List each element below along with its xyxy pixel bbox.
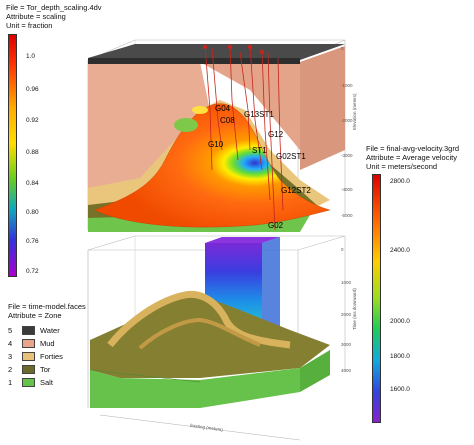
- top-tick-1: 1.0: [26, 53, 36, 60]
- water-layer-top: [88, 44, 345, 60]
- top-axis-tick: -2000: [341, 118, 353, 123]
- bottom-axis-tick: 0: [341, 247, 344, 252]
- bottom-axis-tick: 1000: [341, 280, 352, 285]
- tor-swatch: [22, 365, 35, 374]
- top-colorbar-unit: Unit = fraction: [6, 21, 53, 30]
- right-tick-3: 2000.0: [390, 318, 410, 325]
- forties-ridge-inner: [138, 317, 261, 350]
- zone-num-5: 5: [8, 326, 13, 335]
- salt-time-side: [300, 350, 330, 392]
- water-swatch: [22, 326, 35, 335]
- bottom-axis-label: Time (ms downward): [352, 288, 357, 330]
- zone-legend-attribute: Attribute = Zone: [8, 311, 62, 320]
- right-colorbar-attribute: Attribute = Average velocity: [366, 153, 457, 162]
- top-colorbar-attribute: Attribute = scaling: [6, 12, 66, 21]
- top-tick-7: 0.76: [26, 238, 39, 245]
- well-trajectories: [202, 44, 284, 231]
- top-axis-label: Elevation (meters): [352, 93, 357, 130]
- top-axis-tick: -3000: [341, 153, 353, 158]
- top-tick-4: 0.88: [26, 149, 39, 156]
- top-tick-5: 0.84: [26, 180, 39, 187]
- right-tick-1: 2800.0: [390, 178, 410, 185]
- zone-label-mud: Mud: [40, 339, 55, 348]
- top-colorbar: [8, 34, 17, 277]
- zone-label-salt: Salt: [40, 378, 53, 387]
- well-label-st1: ST1: [252, 146, 267, 155]
- salt-time-layer: [90, 368, 300, 408]
- zone-legend-file: File = time-model.faces: [8, 302, 86, 311]
- zone-label-forties: Forties: [40, 352, 63, 361]
- zone-num-2: 2: [8, 365, 13, 374]
- well-label-g10: G10: [208, 140, 224, 149]
- zone-num-1: 1: [8, 378, 13, 387]
- easting-axis: [99, 414, 301, 441]
- water-layer-front: [88, 58, 300, 64]
- well-label-g02: G02: [268, 221, 284, 230]
- well-label-g12st2: G12ST2: [281, 186, 311, 195]
- top-tick-8: 0.72: [26, 268, 39, 275]
- right-tick-2: 2400.0: [390, 247, 410, 254]
- right-colorbar: [372, 174, 381, 423]
- top-axis-tick: -4000: [341, 187, 353, 192]
- right-tick-5: 1600.0: [390, 386, 410, 393]
- forties-swatch: [22, 352, 35, 361]
- velocity-cube-top: [205, 237, 280, 243]
- yellow-patch: [192, 106, 208, 114]
- mud-block-right: [200, 62, 300, 150]
- bottom-axis-tick: 4000: [341, 368, 352, 373]
- well-label-g12: G12: [268, 130, 284, 139]
- mud-side-shade: [300, 46, 345, 170]
- top-tick-6: 0.80: [26, 209, 39, 216]
- green-patch: [174, 118, 198, 132]
- well-label-c08: C08: [220, 116, 235, 125]
- forties-ridge: [107, 290, 291, 349]
- top-colorbar-file: File = Tor_depth_scaling.4dv: [6, 3, 102, 12]
- right-tick-4: 1800.0: [390, 353, 410, 360]
- mud-swatch: [22, 339, 35, 348]
- tor-time-layer: [90, 295, 330, 378]
- right-colorbar-file: File = final-avg-velocity.3grd: [366, 144, 460, 153]
- top-axis-tick: 0: [341, 46, 344, 51]
- well-label-g04: G04: [215, 104, 231, 113]
- scaling-dome-surface: [94, 103, 331, 228]
- well-label-g13st1: G13ST1: [244, 110, 274, 119]
- top-axis-tick: -5000: [341, 213, 353, 218]
- well-label-g02st1: G02ST1: [276, 152, 306, 161]
- zone-num-4: 4: [8, 339, 13, 348]
- mud-block-front: [88, 62, 215, 190]
- zone-label-tor: Tor: [40, 365, 51, 374]
- right-colorbar-unit: Unit = meters/second: [366, 162, 438, 171]
- top-tick-2: 0.96: [26, 86, 39, 93]
- zone-label-water: Water: [40, 326, 60, 335]
- bottom-axis-tick: 2000: [341, 312, 352, 317]
- bottom-axis-tick: 3000: [341, 342, 352, 347]
- salt-swatch: [22, 378, 35, 387]
- zone-num-3: 3: [8, 352, 13, 361]
- top-tick-3: 0.92: [26, 117, 39, 124]
- top-axis-tick: -1000: [341, 83, 353, 88]
